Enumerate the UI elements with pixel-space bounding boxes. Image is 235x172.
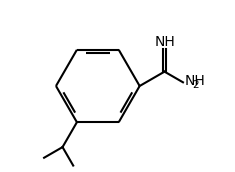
Text: NH: NH: [154, 35, 175, 49]
Text: 2: 2: [193, 80, 199, 90]
Text: NH: NH: [184, 74, 205, 88]
